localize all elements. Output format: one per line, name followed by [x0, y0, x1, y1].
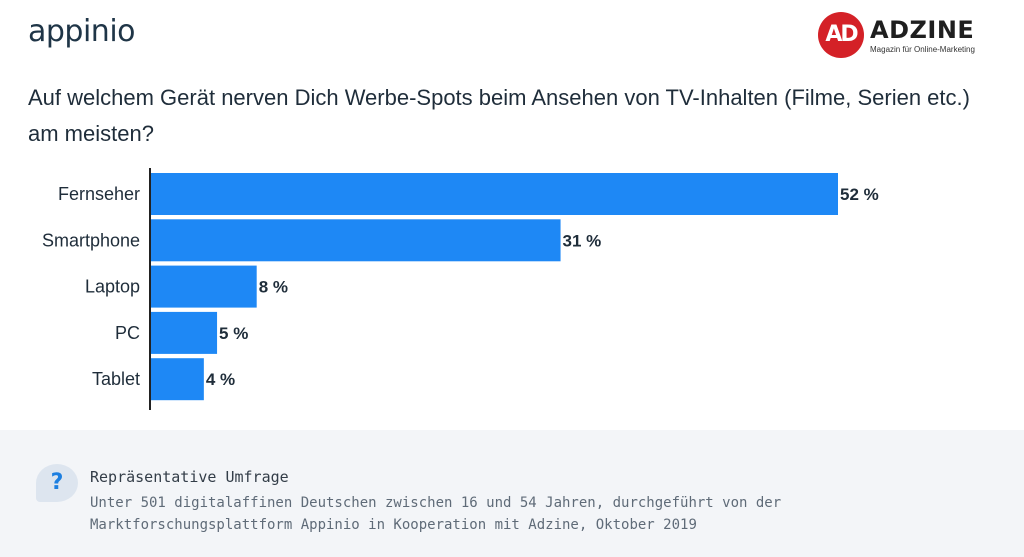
- bar-smartphone: [151, 219, 561, 262]
- appinio-logo: appinio: [28, 14, 136, 49]
- category-label: Smartphone: [42, 230, 140, 250]
- footer-heading: Repräsentative Umfrage: [90, 468, 289, 486]
- adzine-mark: AD: [825, 22, 858, 47]
- footer-text: Unter 501 digitalaffinen Deutschen zwisc…: [90, 492, 990, 536]
- adzine-logo: AD ADZINE Magazin für Online-Marketing: [818, 12, 998, 60]
- adzine-mark-icon: AD: [818, 12, 864, 58]
- bar-tablet: [151, 358, 204, 401]
- value-label: 5 %: [219, 324, 248, 343]
- footer-text-line-2: Marktforschungsplattform Appinio in Koop…: [90, 517, 697, 533]
- adzine-wordmark: ADZINE: [870, 16, 975, 44]
- question-mark-icon: ?: [36, 464, 78, 502]
- bar-pc: [151, 311, 218, 354]
- footer-text-line-1: Unter 501 digitalaffinen Deutschen zwisc…: [90, 495, 782, 511]
- bar-fernseher: [151, 173, 838, 215]
- chart-question: Auf welchem Gerät nerven Dich Werbe-Spot…: [28, 85, 970, 146]
- value-label: 8 %: [259, 278, 288, 297]
- category-label: Tablet: [92, 369, 140, 389]
- value-label: 31 %: [563, 231, 602, 250]
- bar-chart: Fernseher 52 % Smartphone 31 % Laptop 8 % PC 5 …: [42, 168, 879, 410]
- category-label: Laptop: [85, 277, 140, 297]
- category-label: PC: [115, 323, 140, 343]
- adzine-tagline: Magazin für Online-Marketing: [870, 45, 975, 54]
- value-label: 52 %: [840, 185, 879, 204]
- value-label: 4 %: [206, 370, 235, 389]
- bar-laptop: [151, 265, 257, 308]
- footer-note: ? Repräsentative Umfrage Unter 501 digit…: [0, 430, 1024, 557]
- category-label: Fernseher: [58, 184, 140, 204]
